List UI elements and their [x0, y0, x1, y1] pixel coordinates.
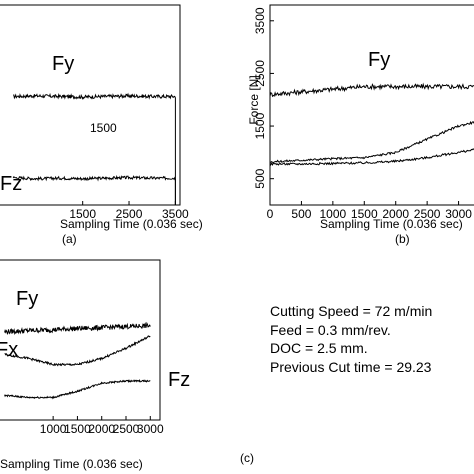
- x-tick-label: 0: [267, 207, 274, 221]
- x-tick-label: 2000: [382, 207, 409, 221]
- doc-text: DOC = 2.5 mm.: [270, 340, 368, 356]
- plot-frame: [269, 4, 474, 206]
- x-axis-label: Sampling Time (0.036 sec): [320, 217, 463, 231]
- x-tick-label: 1500: [69, 207, 96, 221]
- series-line-fx: [4, 335, 151, 367]
- cutting-speed-text: Cutting Speed = 72 m/min: [270, 303, 433, 319]
- x-tick-label: 1000: [40, 422, 67, 436]
- y-tick-label: 1500: [253, 112, 267, 139]
- series-line-fy: [13, 92, 176, 205]
- series-label-fx: Fx: [0, 339, 18, 361]
- x-tick-label: 500: [291, 207, 311, 221]
- series-label-fz: Fz: [168, 369, 190, 391]
- y-tick-label: 3500: [253, 7, 267, 34]
- x-tick-label: 2500: [113, 422, 140, 436]
- y-tick-label: 500: [253, 168, 267, 188]
- series-label-fz: Fz: [0, 173, 22, 195]
- x-tick-label: 2000: [88, 422, 115, 436]
- series-line-fz: [4, 378, 151, 400]
- y-tick-label: 2500: [253, 60, 267, 87]
- panel-label: (c): [240, 451, 254, 465]
- feed-text: Feed = 0.3 mm/rev.: [270, 321, 391, 338]
- x-tick-label: 3000: [445, 207, 472, 221]
- panel-b: 0500100015002000250030003500500150025003…: [247, 4, 474, 246]
- x-tick-label: 2500: [414, 207, 441, 221]
- cutting-conditions: Cutting Speed = 72 m/min Feed = 0.3 mm/r…: [270, 302, 432, 376]
- x-tick-label: 3000: [137, 422, 164, 436]
- x-tick-label: 1500: [351, 207, 378, 221]
- series-line-fy: [4, 321, 151, 336]
- panel-label: (a): [62, 232, 77, 246]
- series-label-fy: Fy: [368, 49, 390, 71]
- plot-frame: [0, 259, 161, 421]
- x-tick-label: 1000: [320, 207, 347, 221]
- series-label-fy: Fy: [16, 288, 38, 310]
- series-line-fz: [12, 174, 176, 205]
- x-tick-label: 3500: [162, 207, 189, 221]
- x-tick-label: 1500: [64, 422, 91, 436]
- series-line-1: [269, 120, 474, 164]
- y-axis-label: Force [N]: [247, 75, 261, 124]
- x-axis-label: Sampling Time (0.036 sec): [60, 217, 203, 231]
- panel-label: (b): [395, 232, 410, 246]
- plot-frame: [0, 4, 181, 206]
- series-line-fy: [269, 82, 474, 98]
- annotation-text: 1500: [90, 121, 117, 135]
- series-line-2: [269, 148, 474, 167]
- x-tick-label: 2500: [116, 207, 143, 221]
- series-label-fy: Fy: [52, 53, 74, 75]
- previous-cut-text: Previous Cut time = 29.23: [270, 358, 432, 375]
- x-axis-label: Sampling Time (0.036 sec): [0, 457, 143, 471]
